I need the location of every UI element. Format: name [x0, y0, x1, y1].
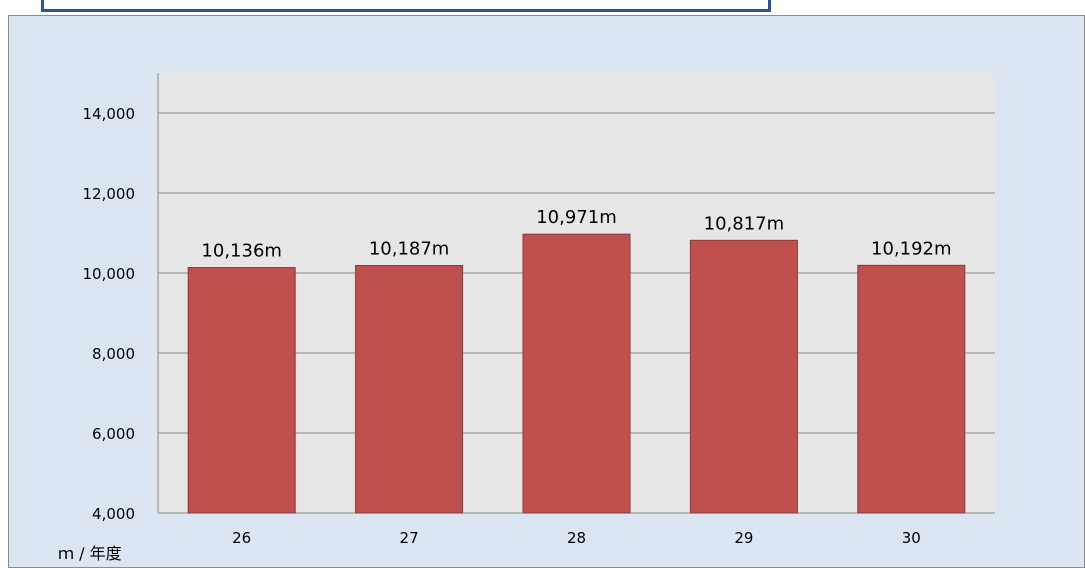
y-tick-label: 6,000 — [92, 425, 135, 443]
data-label: 10,971m — [536, 207, 617, 228]
data-label: 10,136m — [201, 241, 282, 262]
data-label: 10,187m — [369, 239, 450, 260]
bars — [187, 233, 966, 514]
bar — [355, 265, 464, 514]
unit-label: ｍ / 年度 — [58, 544, 122, 563]
y-tick-label: 12,000 — [83, 185, 136, 203]
x-tick-label: 30 — [902, 529, 921, 547]
y-tick-label: 8,000 — [92, 345, 135, 363]
y-tick-label: 10,000 — [83, 265, 136, 283]
y-axis-labels: 4,000 6,000 8,000 10,000 12,000 14,000 — [83, 105, 136, 523]
chart-title-box — [41, 0, 771, 12]
y-tick-label: 14,000 — [83, 105, 136, 123]
data-labels: 10,136m 10,187m 10,971m 10,817m 10,192m — [201, 207, 951, 261]
data-label: 10,192m — [871, 238, 952, 259]
x-tick-label: 27 — [400, 529, 419, 547]
x-axis-labels: 26 27 28 29 30 — [232, 529, 921, 547]
bar — [689, 239, 798, 514]
bar — [522, 233, 631, 514]
x-tick-label: 26 — [232, 529, 251, 547]
bar — [857, 264, 966, 514]
x-tick-label: 28 — [567, 529, 586, 547]
y-tick-label: 4,000 — [92, 505, 135, 523]
bar — [187, 267, 296, 514]
x-tick-label: 29 — [734, 529, 753, 547]
data-label: 10,817m — [704, 213, 785, 234]
